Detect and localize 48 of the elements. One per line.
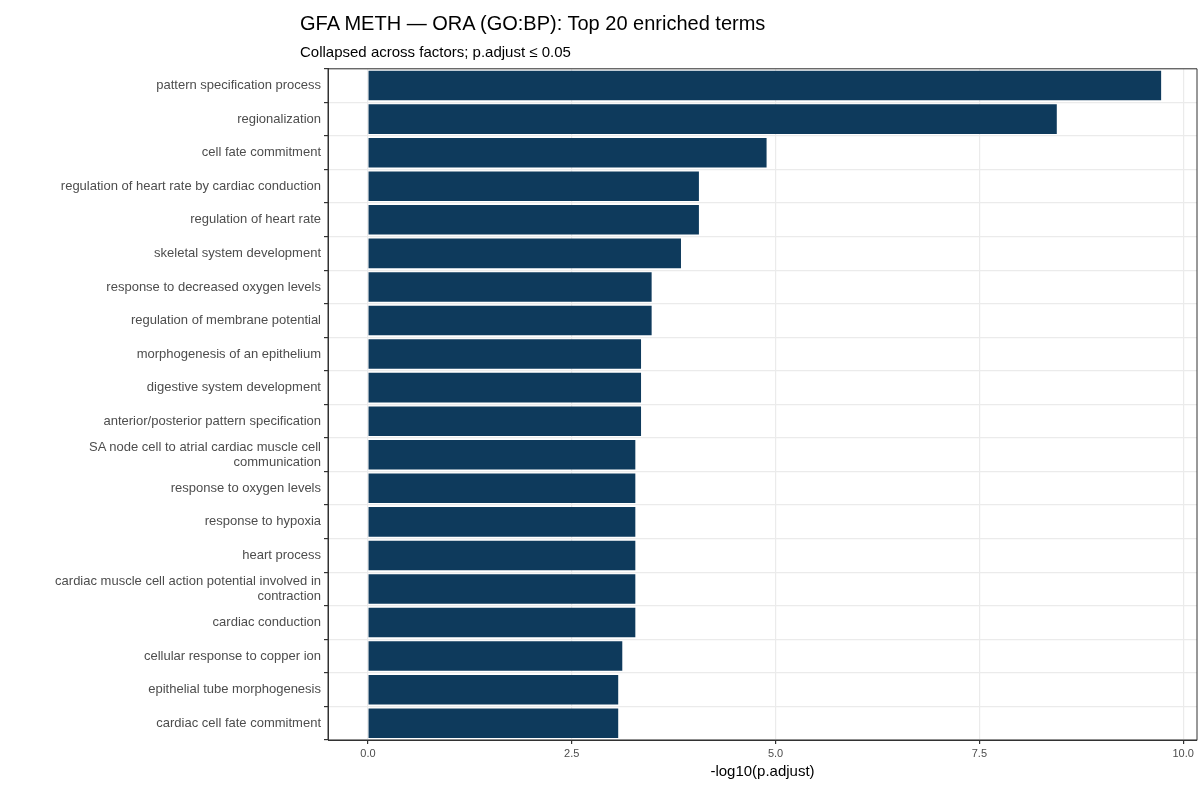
y-tick-label: regulation of membrane potential [130, 312, 322, 328]
bar [368, 674, 619, 705]
x-tick-label: 10.0 [1172, 746, 1194, 759]
y-tick-label: response to hypoxia [204, 513, 322, 529]
x-tick-label: 7.5 [971, 746, 987, 759]
bar [368, 439, 636, 470]
y-tick-label: response to decreased oxygen levels [106, 278, 322, 294]
bar [368, 473, 636, 504]
bar [368, 607, 636, 638]
y-tick-label: cell fate commitment [201, 144, 322, 160]
bar [368, 70, 1162, 101]
bar [368, 238, 681, 269]
bar [368, 205, 699, 235]
bar [368, 574, 636, 604]
bar [368, 372, 642, 403]
y-tick-label: digestive system development [146, 379, 322, 395]
y-tick-label: heart process [242, 547, 322, 562]
x-tick-label: 5.0 [767, 746, 784, 759]
y-tick-label: epithelial tube morphogenesis [148, 681, 322, 697]
y-tick-label: cardiac conduction [212, 614, 321, 630]
bar [368, 137, 767, 168]
x-tick-label: 2.5 [564, 746, 580, 759]
y-tick-label: regulation of heart rate [190, 211, 321, 227]
y-tick-label: morphogenesis of an epithelium [136, 345, 321, 361]
y-tick-label: regionalization [237, 110, 321, 126]
y-tick-label: SA node cell to atrial cardiac muscle cell communication [89, 438, 322, 470]
bar [368, 104, 1057, 134]
y-tick-label: skeletal system development [154, 244, 322, 260]
bar [368, 305, 652, 336]
chart-title: GFA METH — ORA (GO:BP): Top 20 enriched terms [300, 12, 766, 35]
x-axis-title: -log10(p.adjust) [710, 762, 815, 780]
bar [368, 272, 652, 302]
bar [368, 708, 619, 738]
chart-subtitle: Collapsed across factors; p.adjust ≤ 0.05 [300, 43, 571, 60]
y-tick-label: regulation of heart rate by cardiac conduction [60, 177, 321, 193]
y-tick-label: pattern specification process [156, 77, 322, 93]
bar [368, 507, 636, 537]
bar [368, 171, 699, 202]
y-tick-label: cardiac muscle cell action potential involved in contraction [55, 572, 321, 604]
x-tick-label: 0.0 [360, 746, 376, 759]
y-tick-label: cardiac cell fate commitment [156, 714, 322, 730]
bar [368, 339, 642, 369]
y-tick-label: cellular response to copper ion [143, 647, 321, 663]
y-tick-label: response to oxygen levels [170, 479, 322, 495]
bar [368, 641, 623, 671]
bar [368, 540, 636, 571]
bar [368, 406, 642, 436]
y-tick-label: anterior/posterior pattern specification [103, 412, 321, 428]
